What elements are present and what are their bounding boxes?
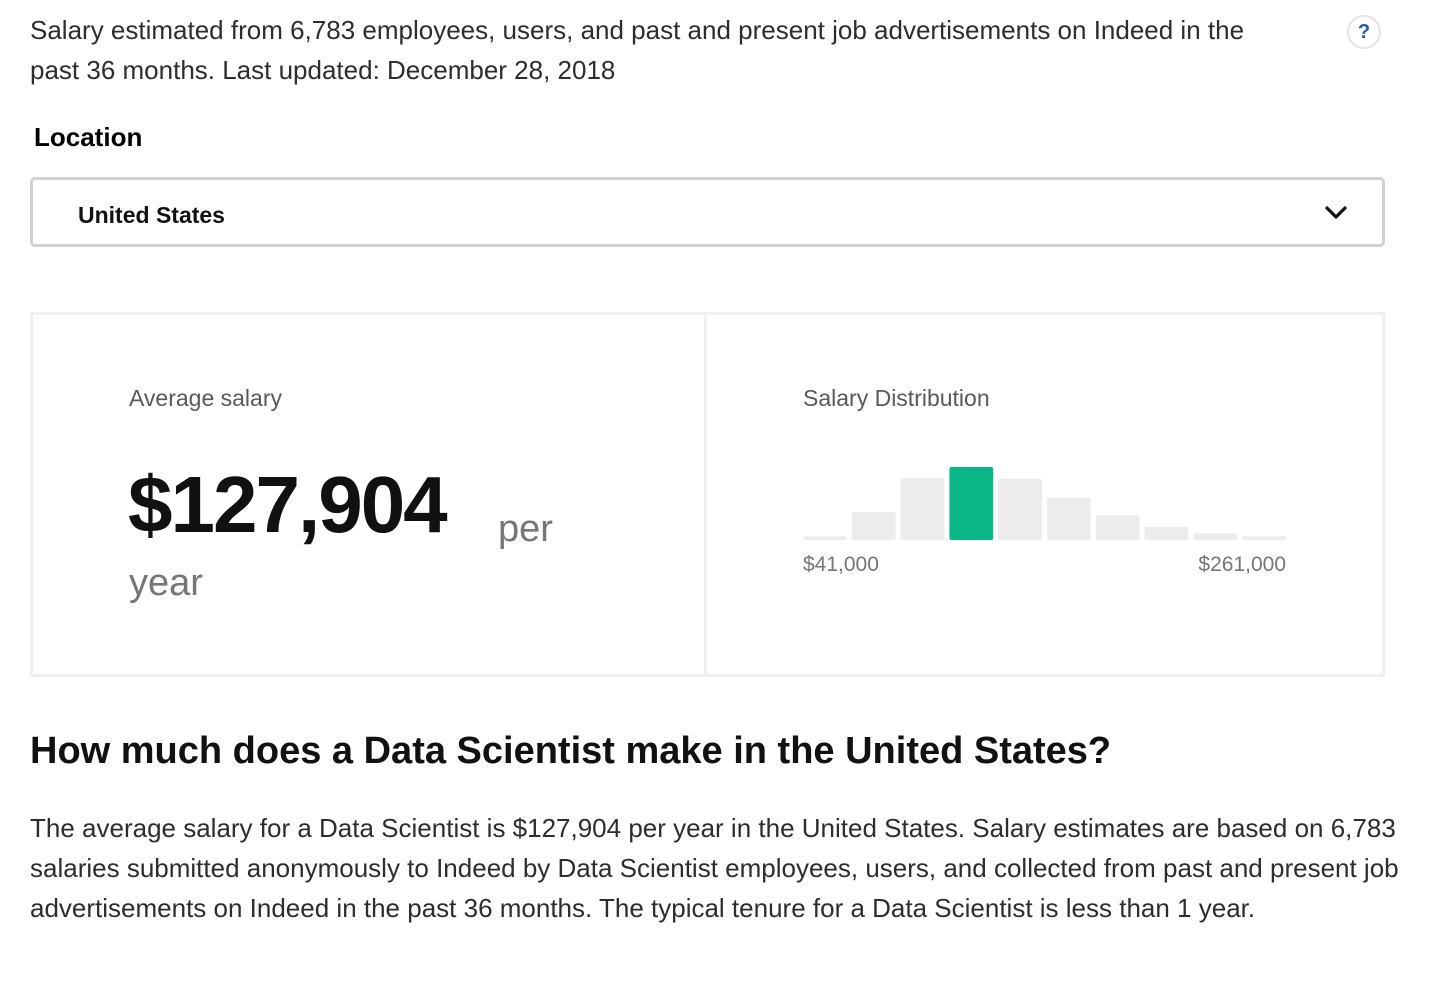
- histogram-bar-highlighted: [949, 467, 994, 540]
- distribution-min-label: $41,000: [803, 553, 879, 576]
- average-salary-card: Average salary $127,904 per year: [30, 312, 707, 677]
- average-salary-title: Average salary: [129, 385, 282, 411]
- location-select[interactable]: United States: [30, 177, 1385, 247]
- salary-period-per: per: [498, 508, 553, 550]
- help-icon: ?: [1357, 20, 1371, 43]
- histogram-bar: [1095, 515, 1140, 540]
- location-label: Location: [34, 122, 143, 152]
- salary-histogram: [803, 467, 1286, 540]
- location-select-value: United States: [78, 202, 225, 228]
- help-button[interactable]: ?: [1347, 15, 1381, 49]
- article-body: The average salary for a Data Scientist …: [30, 813, 1399, 923]
- salary-source-note: Salary estimated from 6,783 employees, u…: [30, 15, 1245, 85]
- average-salary-amount: $127,904: [128, 460, 448, 549]
- histogram-bar: [900, 477, 945, 540]
- article-heading: How much does a Data Scientist make in t…: [30, 730, 1112, 772]
- histogram-bar: [1242, 536, 1286, 540]
- salary-distribution-card: Salary Distribution $41,000 $261,000: [704, 312, 1385, 677]
- histogram-bar: [1047, 497, 1091, 540]
- histogram-bar: [998, 478, 1042, 540]
- salary-period-year: year: [129, 562, 203, 604]
- chevron-down-icon: [1325, 206, 1347, 219]
- distribution-max-label: $261,000: [1198, 553, 1286, 576]
- histogram-bar: [803, 536, 847, 540]
- histogram-bar: [851, 512, 896, 540]
- salary-cards: Average salary $127,904 per year Salary …: [30, 312, 1385, 677]
- salary-distribution-title: Salary Distribution: [803, 385, 990, 411]
- histogram-bar: [1193, 533, 1238, 540]
- histogram-bar: [1144, 526, 1189, 540]
